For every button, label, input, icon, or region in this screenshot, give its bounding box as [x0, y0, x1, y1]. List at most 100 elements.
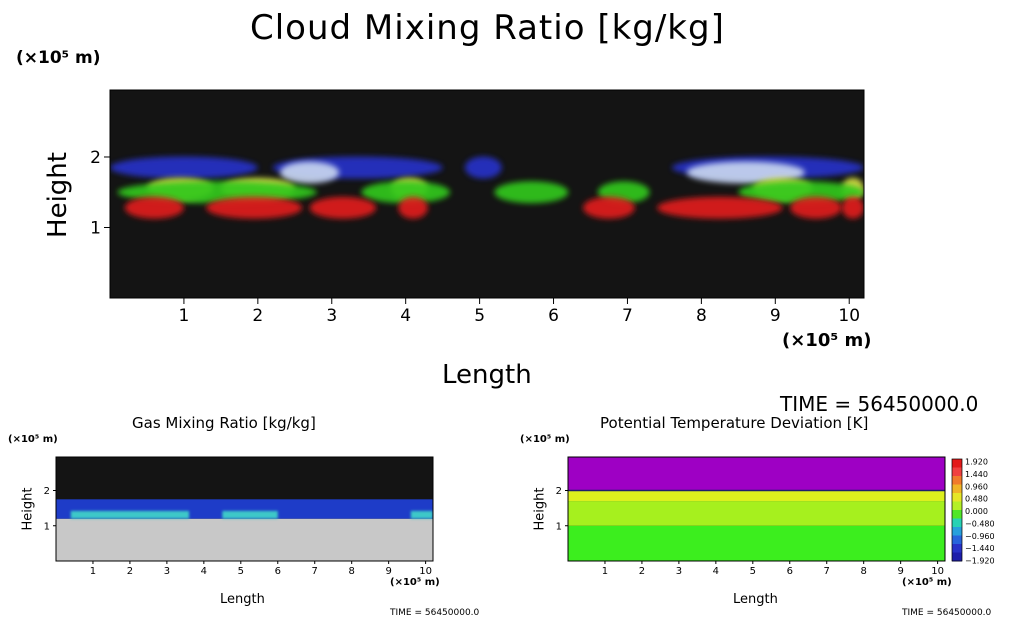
- colorbar-label: 1.440: [965, 470, 988, 479]
- main-x-axis-label: Length: [442, 360, 532, 390]
- main-chart-title: Cloud Mixing Ratio [kg/kg]: [250, 8, 725, 48]
- main-cloud-patch: [841, 196, 864, 219]
- main-x-tick-label: 9: [770, 306, 781, 326]
- colorbar-swatch: [952, 467, 962, 477]
- temp-field-region: [568, 525, 945, 561]
- temp-time-label: TIME = 56450000.0: [902, 608, 992, 618]
- colorbar-label: 0.000: [965, 507, 988, 516]
- main-y-tick-label: 1: [90, 219, 101, 239]
- main-cloud-patch: [398, 196, 428, 219]
- main-x-tick-label: 5: [474, 306, 485, 326]
- gas-plot-frame: [55, 456, 434, 562]
- gas-x-unit: (×10⁵ m): [390, 577, 440, 588]
- main-cloud-patch: [494, 181, 569, 204]
- colorbar-swatch: [952, 544, 962, 553]
- gas-y-tick-label: 2: [44, 486, 50, 497]
- main-cloud-patch: [309, 196, 377, 219]
- main-x-unit: (×10⁵ m): [782, 330, 872, 351]
- colorbar-label: 1.920: [965, 458, 988, 467]
- gas-field-region: [222, 510, 278, 519]
- colorbar-swatch: [952, 510, 962, 519]
- gas-x-tick-label: 6: [275, 566, 281, 577]
- colorbar-label: −0.480: [965, 519, 995, 528]
- gas-x-tick-label: 7: [312, 566, 318, 577]
- main-cloud-patch: [361, 181, 451, 204]
- gas-x-tick-label: 5: [238, 566, 244, 577]
- colorbar-label: −0.960: [965, 532, 995, 541]
- main-y-unit: (×10⁵ m): [16, 48, 101, 68]
- temp-field-region: [568, 501, 945, 526]
- main-cloud-patch: [657, 196, 783, 219]
- colorbar-swatch: [952, 484, 962, 494]
- main-cloud-patch: [124, 196, 184, 219]
- colorbar-label: −1.440: [965, 544, 995, 553]
- main-cloud-patch: [686, 161, 805, 184]
- gas-y-unit: (×10⁵ m): [8, 434, 58, 445]
- gas-x-axis-label: Length: [220, 592, 265, 607]
- temp-field-region: [568, 490, 945, 502]
- main-y-tick-label: 2: [90, 148, 101, 168]
- temp-plot-frame: [567, 456, 946, 562]
- main-x-tick-label: 3: [326, 306, 337, 326]
- gas-field-region: [70, 510, 190, 519]
- temp-x-tick-label: 4: [713, 566, 719, 577]
- colorbar-frame: [951, 458, 963, 562]
- temp-x-tick-label: 7: [824, 566, 830, 577]
- main-x-tick-label: 10: [838, 306, 860, 326]
- colorbar-swatch: [952, 518, 962, 528]
- temp-x-tick-label: 5: [750, 566, 756, 577]
- colorbar-swatch: [952, 476, 962, 485]
- temp-chart-title: Potential Temperature Deviation [K]: [600, 414, 869, 432]
- temp-y-tick-label: 1: [556, 521, 562, 532]
- main-time-label: TIME = 56450000.0: [780, 392, 979, 416]
- gas-x-tick-label: 3: [164, 566, 170, 577]
- main-cloud-patch: [583, 196, 635, 219]
- temp-x-tick-label: 10: [931, 566, 944, 577]
- main-cloud-patch: [280, 161, 340, 184]
- main-cloud-patch: [110, 156, 258, 179]
- gas-time-label: TIME = 56450000.0: [390, 608, 480, 618]
- temp-x-tick-label: 3: [676, 566, 682, 577]
- gas-x-tick-label: 9: [385, 566, 391, 577]
- main-x-tick-label: 7: [622, 306, 633, 326]
- temp-field-region: [568, 457, 945, 491]
- temp-x-tick-label: 2: [639, 566, 645, 577]
- gas-x-tick-label: 8: [348, 566, 354, 577]
- main-x-tick-label: 2: [252, 306, 263, 326]
- temp-y-unit: (×10⁵ m): [520, 434, 570, 445]
- colorbar-label: −1.920: [965, 557, 995, 566]
- gas-x-tick-label: 10: [419, 566, 432, 577]
- temp-y-tick-label: 2: [556, 486, 562, 497]
- colorbar-swatch: [952, 552, 962, 562]
- temp-x-tick-label: 1: [602, 566, 608, 577]
- temp-x-axis-label: Length: [733, 592, 778, 607]
- main-x-tick-label: 1: [179, 306, 190, 326]
- temp-x-unit: (×10⁵ m): [902, 577, 952, 588]
- colorbar-swatch: [952, 459, 962, 468]
- gas-x-tick-label: 4: [201, 566, 207, 577]
- gas-x-tick-label: 2: [127, 566, 133, 577]
- main-x-tick-label: 4: [400, 306, 411, 326]
- gas-chart-title: Gas Mixing Ratio [kg/kg]: [132, 414, 316, 432]
- colorbar-swatch: [952, 501, 962, 511]
- colorbar-swatch: [952, 493, 962, 502]
- main-x-tick-label: 6: [548, 306, 559, 326]
- main-cloud-patch: [790, 196, 842, 219]
- main-x-tick-label: 8: [696, 306, 707, 326]
- colorbar-swatch: [952, 527, 962, 536]
- colorbar-swatch: [952, 535, 962, 545]
- colorbar-label: 0.480: [965, 495, 988, 504]
- temp-x-tick-label: 8: [860, 566, 866, 577]
- temp-x-tick-label: 6: [787, 566, 793, 577]
- main-plot-frame: [109, 89, 865, 299]
- main-cloud-patch: [464, 156, 502, 179]
- temp-x-tick-label: 9: [897, 566, 903, 577]
- main-cloud-patch: [206, 196, 303, 219]
- gas-field-region: [56, 518, 433, 561]
- gas-y-tick-label: 1: [44, 521, 50, 532]
- gas-field-region: [410, 510, 433, 519]
- colorbar-label: 0.960: [965, 482, 988, 491]
- gas-x-tick-label: 1: [90, 566, 96, 577]
- main-cloud-patch: [738, 181, 864, 204]
